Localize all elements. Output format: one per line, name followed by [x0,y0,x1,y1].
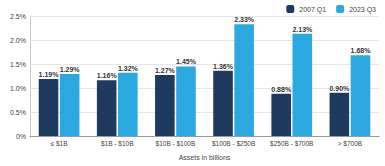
svg-text:$100B - $250B: $100B - $250B [212,140,255,147]
svg-text:2.5%: 2.5% [10,13,26,20]
svg-text:1.45%: 1.45% [176,58,197,65]
svg-text:$250B - $700B: $250B - $700B [270,140,313,147]
svg-text:0.90%: 0.90% [329,85,350,92]
svg-text:1.29%: 1.29% [60,66,81,73]
svg-text:0%: 0% [16,133,26,140]
svg-text:0.5%: 0.5% [10,109,26,116]
svg-text:$1B - $10B: $1B - $10B [101,140,134,147]
svg-text:2007 Q1: 2007 Q1 [299,6,326,14]
svg-text:1.36%: 1.36% [213,63,234,70]
svg-text:> $700B: > $700B [338,140,362,147]
svg-text:$10B - $100B: $10B - $100B [156,140,196,147]
svg-text:0.88%: 0.88% [271,86,292,93]
svg-text:1.68%: 1.68% [351,47,372,54]
svg-text:Assets in billions: Assets in billions [179,154,231,161]
svg-text:1.27%: 1.27% [155,67,176,74]
svg-text:2.0%: 2.0% [10,37,26,44]
svg-text:2.13%: 2.13% [292,26,313,33]
svg-text:1.0%: 1.0% [10,85,26,92]
svg-text:2.33%: 2.33% [234,16,255,23]
svg-text:1.16%: 1.16% [97,72,118,79]
svg-text:≤ $1B: ≤ $1B [51,140,68,147]
svg-text:1.32%: 1.32% [118,65,139,72]
svg-text:2023 Q3: 2023 Q3 [349,6,376,14]
svg-text:1.5%: 1.5% [10,61,26,68]
svg-text:1.19%: 1.19% [39,71,60,78]
